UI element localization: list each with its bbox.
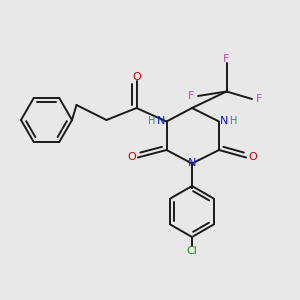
Text: Cl: Cl [187, 246, 197, 256]
Text: F: F [223, 54, 230, 64]
Text: O: O [127, 152, 136, 163]
Text: F: F [255, 94, 262, 104]
Text: O: O [248, 152, 257, 163]
Text: O: O [132, 72, 141, 82]
Text: F: F [188, 91, 195, 101]
Text: N: N [220, 116, 229, 127]
Text: H: H [230, 116, 237, 127]
Text: N: N [188, 158, 196, 169]
Text: N: N [157, 116, 165, 127]
Text: H: H [148, 116, 156, 127]
